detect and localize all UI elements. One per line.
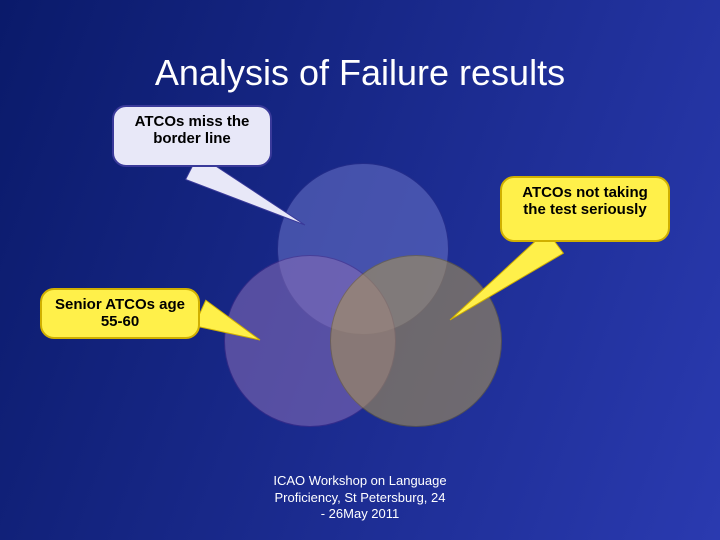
slide-title: Analysis of Failure results — [0, 52, 720, 94]
callout-miss-border: ATCOs miss the border line — [112, 105, 272, 167]
venn-circle-right — [330, 255, 502, 427]
slide: Analysis of Failure results ATCOs miss t… — [0, 0, 720, 540]
callout-not-serious: ATCOs not taking the test seriously — [500, 176, 670, 242]
callout-senior: Senior ATCOs age 55-60 — [40, 288, 200, 339]
slide-footer: ICAO Workshop on Language Proficiency, S… — [0, 473, 720, 522]
